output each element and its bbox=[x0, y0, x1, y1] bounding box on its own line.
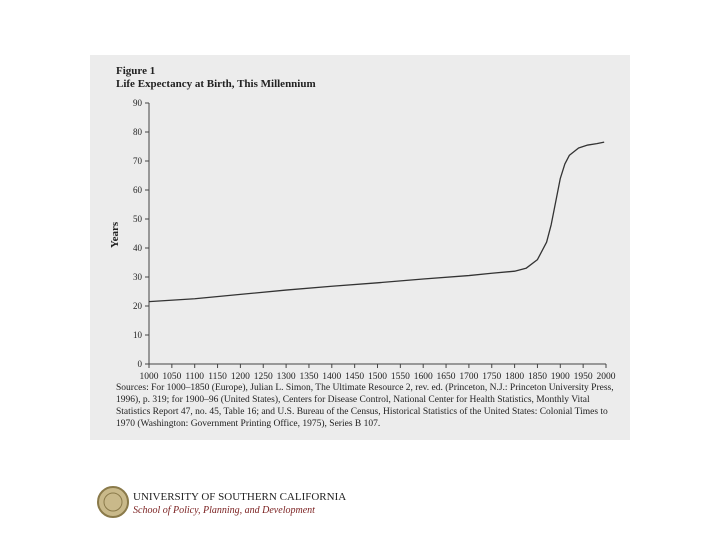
x-tick-label: 1400 bbox=[322, 372, 341, 382]
chart-title: Life Expectancy at Birth, This Millenniu… bbox=[116, 78, 316, 90]
y-tick-label: 30 bbox=[133, 272, 143, 282]
x-tick-label: 1150 bbox=[208, 372, 227, 382]
y-axis-label: Years bbox=[109, 221, 121, 248]
figure-label: Figure 1 bbox=[116, 65, 155, 77]
y-tick-label: 40 bbox=[133, 243, 143, 253]
y-tick-label: 70 bbox=[133, 156, 143, 166]
x-tick-label: 1600 bbox=[414, 372, 433, 382]
x-tick-label: 1750 bbox=[482, 372, 501, 382]
x-tick-label: 1050 bbox=[162, 372, 181, 382]
university-name: UNIVERSITY OF SOUTHERN CALIFORNIA bbox=[133, 491, 346, 503]
source-note: Sources: For 1000–1850 (Europe), Julian … bbox=[116, 383, 614, 429]
x-tick-label: 1800 bbox=[505, 372, 524, 382]
y-tick-label: 50 bbox=[133, 214, 143, 224]
x-tick-label: 1500 bbox=[368, 372, 387, 382]
x-tick-label: 1650 bbox=[437, 372, 456, 382]
scan-background bbox=[90, 55, 630, 440]
y-tick-label: 60 bbox=[133, 185, 143, 195]
x-tick-label: 1900 bbox=[551, 372, 570, 382]
x-tick-label: 1300 bbox=[277, 372, 296, 382]
y-tick-label: 0 bbox=[138, 359, 143, 369]
y-tick-label: 80 bbox=[133, 127, 143, 137]
x-tick-label: 1200 bbox=[231, 372, 250, 382]
x-tick-label: 1350 bbox=[299, 372, 318, 382]
x-tick-label: 1000 bbox=[140, 372, 159, 382]
x-tick-label: 1950 bbox=[574, 372, 593, 382]
seal-inner bbox=[103, 492, 123, 512]
x-tick-label: 1700 bbox=[459, 372, 478, 382]
plot: 0 10 20 30 40 50 60 70 80 90 1000 1050 1100 1150 1200 1… bbox=[133, 98, 616, 382]
x-tick-label: 1850 bbox=[528, 372, 547, 382]
x-tick-label: 2000 bbox=[597, 372, 616, 382]
school-name: School of Policy, Planning, and Developm… bbox=[133, 505, 315, 516]
x-tick-label: 1100 bbox=[185, 372, 204, 382]
life-expectancy-line bbox=[148, 141, 605, 303]
y-tick-label: 20 bbox=[133, 301, 143, 311]
x-tick-label: 1450 bbox=[345, 372, 364, 382]
x-tick-label: 1250 bbox=[254, 372, 273, 382]
y-tick-label: 10 bbox=[133, 330, 143, 340]
seal bbox=[97, 486, 129, 518]
x-tick-label: 1550 bbox=[391, 372, 410, 382]
y-tick-label: 90 bbox=[133, 98, 143, 108]
